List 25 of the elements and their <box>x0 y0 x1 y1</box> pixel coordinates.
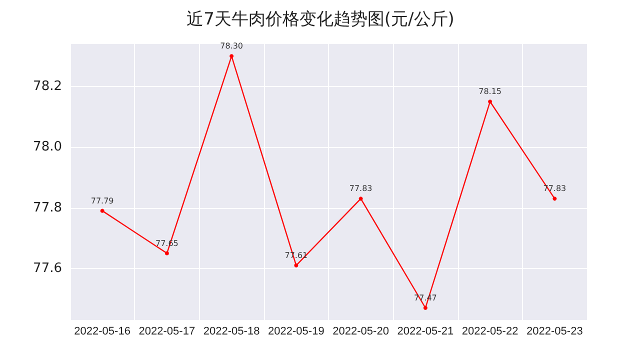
x-tick-label: 2022-05-20 <box>332 326 389 338</box>
x-tick-label: 2022-05-23 <box>526 326 583 338</box>
x-tick-label: 2022-05-16 <box>74 326 130 338</box>
point <box>164 251 169 256</box>
data-label: 77.79 <box>90 196 114 206</box>
data-label: 78.15 <box>478 87 502 96</box>
x-tick-label: 2022-05-22 <box>462 326 518 338</box>
y-tick-label: 77.6 <box>33 260 62 276</box>
x-tick-label: 2022-05-21 <box>397 326 454 338</box>
point <box>488 100 492 104</box>
point <box>423 306 428 310</box>
point <box>358 196 363 201</box>
point <box>100 208 104 213</box>
y-tick-label: 77.8 <box>33 200 62 216</box>
data-label: 77.83 <box>349 184 372 194</box>
point <box>294 263 298 268</box>
x-tick-label: 2022-05-19 <box>268 326 324 338</box>
chart-title: 近7天牛肉价格变化趋势图(元/公斤) <box>186 10 454 30</box>
y-tick-label: 78.0 <box>33 140 62 155</box>
y-tick-label: 78.2 <box>33 78 62 94</box>
data-label: 78.30 <box>220 42 244 51</box>
point <box>552 196 557 201</box>
point <box>230 54 234 58</box>
x-tick-label: 2022-05-18 <box>203 326 260 338</box>
x-tick-label: 2022-05-17 <box>138 326 196 338</box>
